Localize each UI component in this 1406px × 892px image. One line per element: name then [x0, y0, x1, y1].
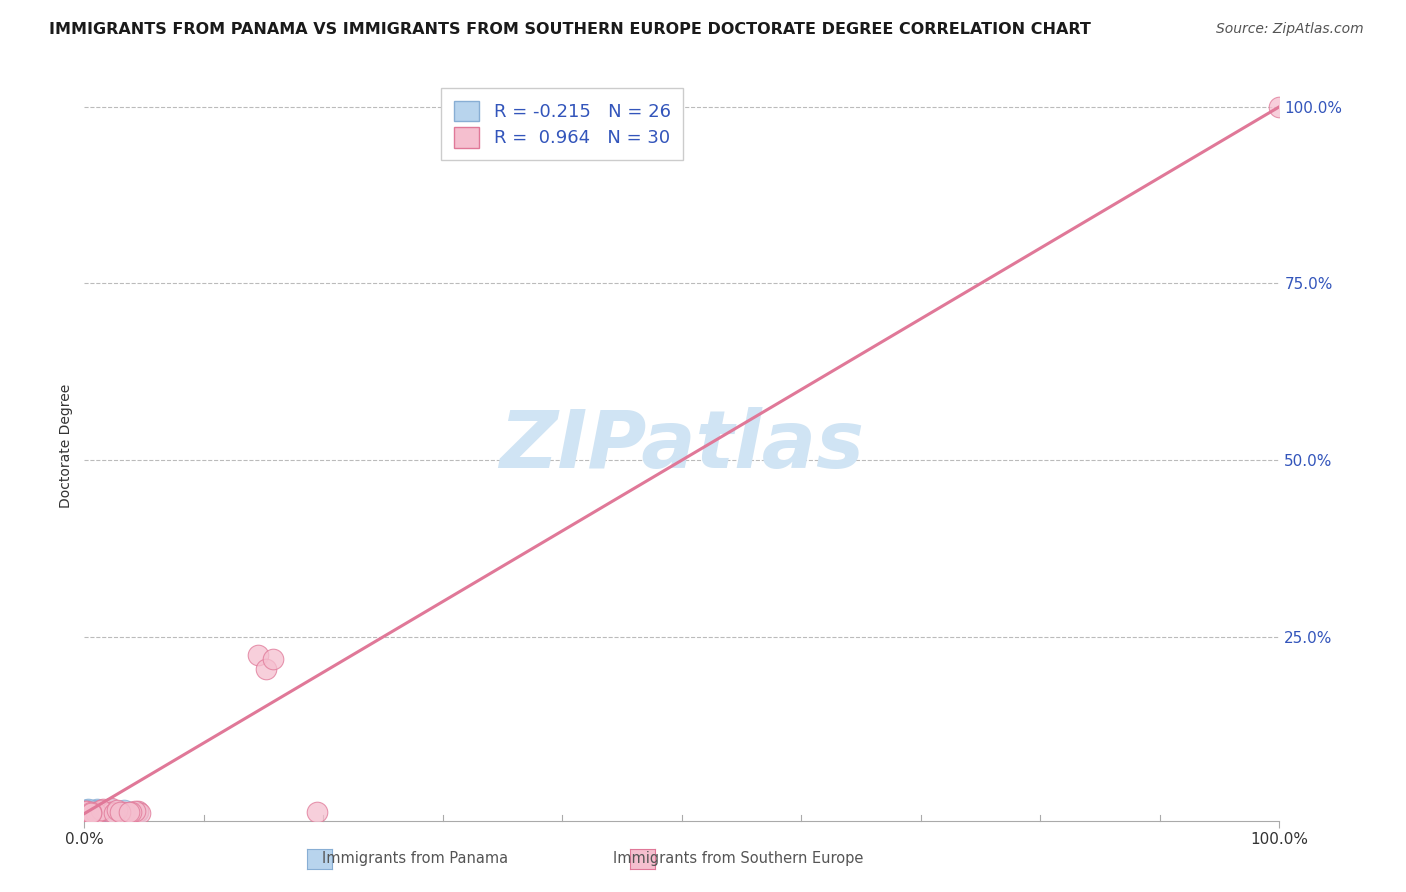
Point	[124, 805, 146, 819]
Point	[89, 805, 111, 820]
Point	[94, 805, 117, 819]
Point	[84, 806, 107, 821]
Point	[84, 805, 107, 820]
Point	[114, 803, 136, 817]
Point	[76, 805, 98, 819]
Point	[111, 806, 134, 821]
Point	[129, 806, 152, 821]
Point	[100, 805, 122, 819]
Point	[118, 805, 141, 820]
Text: IMMIGRANTS FROM PANAMA VS IMMIGRANTS FROM SOUTHERN EUROPE DOCTORATE DEGREE CORRE: IMMIGRANTS FROM PANAMA VS IMMIGRANTS FRO…	[49, 22, 1091, 37]
Point	[112, 805, 135, 819]
Point	[100, 801, 122, 815]
Point	[103, 805, 125, 820]
Point	[79, 805, 101, 820]
Point	[83, 805, 105, 820]
Point	[254, 662, 277, 676]
Y-axis label: Doctorate Degree: Doctorate Degree	[59, 384, 73, 508]
Point	[75, 804, 97, 818]
Point	[86, 802, 108, 816]
Point	[82, 805, 104, 819]
Point	[75, 805, 97, 819]
Point	[87, 805, 110, 820]
Point	[100, 802, 122, 816]
Point	[90, 804, 112, 818]
Point	[86, 805, 108, 819]
Point	[75, 803, 97, 817]
Point	[77, 804, 100, 818]
Legend: R = -0.215   N = 26, R =  0.964   N = 30: R = -0.215 N = 26, R = 0.964 N = 30	[441, 88, 683, 161]
Point	[76, 805, 98, 819]
Point	[77, 802, 100, 816]
Point	[105, 803, 128, 817]
Point	[75, 804, 97, 818]
Point	[86, 803, 108, 817]
Point	[108, 805, 131, 820]
Point	[120, 805, 142, 820]
Point	[127, 805, 149, 820]
Point	[86, 806, 108, 821]
Point	[118, 805, 141, 819]
Point	[76, 805, 98, 820]
Point	[80, 803, 103, 817]
Text: ZIPatlas: ZIPatlas	[499, 407, 865, 485]
Point	[120, 805, 142, 820]
Text: Immigrants from Panama: Immigrants from Panama	[322, 851, 508, 865]
Point	[307, 805, 329, 819]
Point	[111, 806, 134, 821]
Text: Immigrants from Southern Europe: Immigrants from Southern Europe	[613, 851, 863, 865]
Point	[117, 805, 139, 820]
Point	[262, 652, 284, 666]
Point	[80, 806, 103, 821]
Point	[246, 648, 269, 662]
Point	[87, 805, 110, 820]
Point	[80, 805, 103, 820]
Point	[1268, 100, 1291, 114]
Point	[80, 805, 103, 819]
Point	[75, 805, 97, 819]
Point	[91, 802, 114, 816]
Point	[75, 803, 97, 817]
Point	[90, 803, 112, 817]
Point	[127, 805, 149, 819]
Text: Source: ZipAtlas.com: Source: ZipAtlas.com	[1216, 22, 1364, 37]
